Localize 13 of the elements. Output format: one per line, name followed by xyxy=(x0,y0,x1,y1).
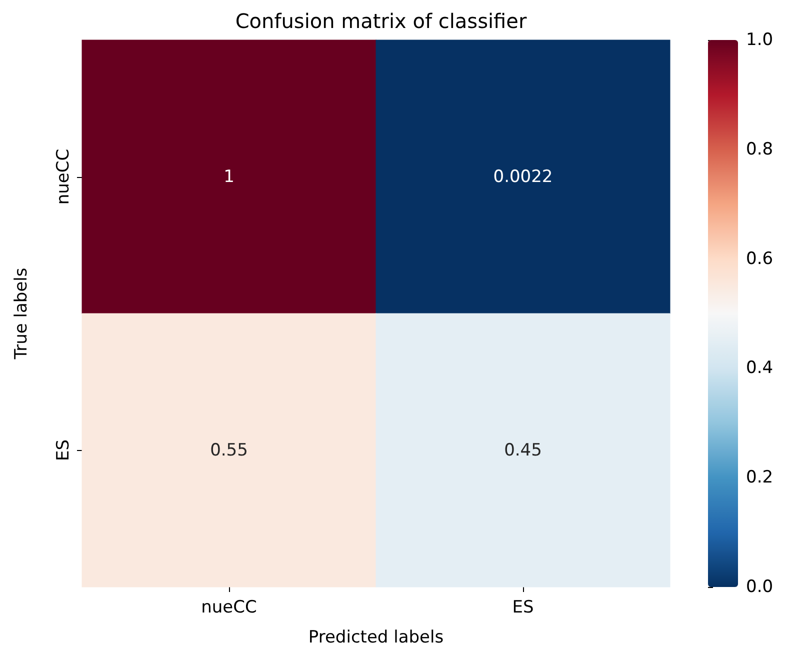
data-label: 0.0022 xyxy=(493,166,553,187)
color-bar-label: 1.0 xyxy=(746,30,774,50)
data-label: 0.55 xyxy=(210,440,248,460)
color-bar-label: 0.0 xyxy=(746,577,774,597)
data-label: 1 xyxy=(224,166,234,187)
y-axis-title: True labels xyxy=(12,268,32,360)
color-bar-label: 0.2 xyxy=(746,468,774,488)
chart-title: Confusion matrix of classifier xyxy=(235,9,528,33)
color-bar-label: 0.6 xyxy=(746,248,774,269)
color-bar-label: 0.4 xyxy=(746,358,774,378)
x-axis-title: Predicted labels xyxy=(308,628,444,648)
data-label: 0.45 xyxy=(504,440,542,460)
color-bar-label: 0.8 xyxy=(746,139,774,160)
